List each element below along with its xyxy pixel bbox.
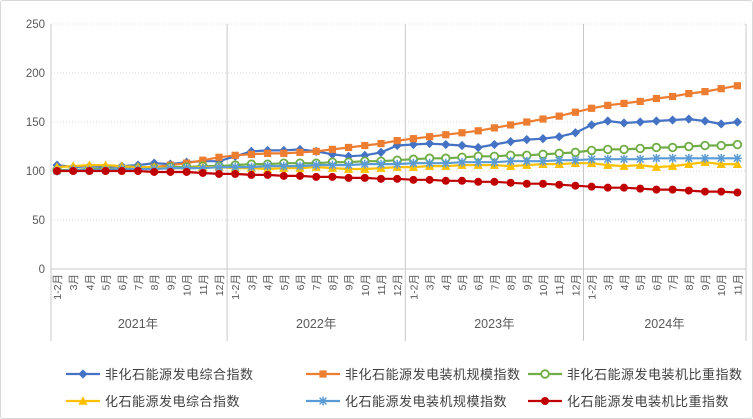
line-asterisk-marker-icon <box>306 395 340 407</box>
svg-text:5月: 5月 <box>279 274 291 290</box>
svg-text:1-2月: 1-2月 <box>408 274 420 300</box>
svg-text:3月: 3月 <box>603 274 615 290</box>
svg-text:200: 200 <box>26 68 45 80</box>
svg-text:5月: 5月 <box>635 274 647 290</box>
svg-text:9月: 9月 <box>165 274 177 290</box>
svg-text:4月: 4月 <box>263 274 275 290</box>
svg-text:7月: 7月 <box>133 274 145 290</box>
svg-text:12月: 12月 <box>570 274 582 296</box>
legend-item-2: 非化石能源发电装机比重指数 <box>528 364 744 383</box>
year-label: 2024年 <box>644 317 684 331</box>
svg-text:12月: 12月 <box>214 274 226 296</box>
svg-text:10月: 10月 <box>360 274 372 296</box>
svg-text:11月: 11月 <box>198 274 210 295</box>
svg-text:7月: 7月 <box>668 274 680 290</box>
line-diamond-marker-icon <box>66 368 100 380</box>
svg-text:8月: 8月 <box>506 274 518 290</box>
svg-text:11月: 11月 <box>376 274 388 295</box>
y-axis-labels: 0 50 100 150 200 250 <box>26 19 45 276</box>
svg-text:8月: 8月 <box>149 274 161 290</box>
series-markers <box>53 167 742 197</box>
svg-text:10月: 10月 <box>182 274 194 296</box>
svg-text:1-2月: 1-2月 <box>587 274 599 300</box>
svg-text:7月: 7月 <box>489 274 501 290</box>
legend-item-0: 非化石能源发电综合指数 <box>66 364 306 383</box>
svg-text:3月: 3月 <box>246 274 258 290</box>
chart-legend: 非化石能源发电综合指数 非化石能源发电装机规模指数 非化石能源发电装机比重指数 … <box>56 360 744 414</box>
svg-text:10月: 10月 <box>538 274 550 296</box>
year-label: 2021年 <box>118 317 158 331</box>
line-open-circle-marker-icon <box>528 368 562 380</box>
svg-text:1-2月: 1-2月 <box>230 274 242 300</box>
svg-text:150: 150 <box>26 117 45 129</box>
year-label: 2023年 <box>474 317 514 331</box>
legend-label: 非化石能源发电综合指数 <box>105 367 254 382</box>
svg-text:6月: 6月 <box>295 274 307 290</box>
svg-text:12月: 12月 <box>392 274 404 296</box>
legend-item-3: 化石能源发电综合指数 <box>66 391 306 410</box>
svg-text:6月: 6月 <box>117 274 129 290</box>
svg-text:10月: 10月 <box>716 274 728 296</box>
svg-text:7月: 7月 <box>311 274 323 290</box>
svg-text:4月: 4月 <box>84 274 96 290</box>
legend-item-1: 非化石能源发电装机规模指数 <box>306 364 528 383</box>
svg-text:8月: 8月 <box>327 274 339 290</box>
svg-text:8月: 8月 <box>684 274 696 290</box>
series-5 <box>53 167 742 197</box>
svg-text:9月: 9月 <box>344 274 356 290</box>
svg-text:11月: 11月 <box>732 274 744 295</box>
svg-text:3月: 3月 <box>425 274 437 290</box>
line-square-marker-icon <box>306 368 340 380</box>
svg-text:250: 250 <box>26 19 45 31</box>
legend-label: 非化石能源发电装机规模指数 <box>345 367 521 382</box>
svg-text:5月: 5月 <box>101 274 113 290</box>
svg-text:0: 0 <box>39 264 45 276</box>
svg-text:1-2月: 1-2月 <box>52 274 64 300</box>
line-triangle-marker-icon <box>66 395 100 407</box>
legend-label: 化石能源发电装机规模指数 <box>345 394 508 409</box>
line-circle-marker-icon <box>528 395 562 407</box>
svg-text:9月: 9月 <box>522 274 534 290</box>
svg-text:3月: 3月 <box>68 274 80 290</box>
svg-text:5月: 5月 <box>457 274 469 290</box>
svg-text:6月: 6月 <box>651 274 663 290</box>
legend-label: 非化石能源发电装机比重指数 <box>567 367 743 382</box>
legend-label: 化石能源发电综合指数 <box>105 394 241 409</box>
svg-text:11月: 11月 <box>554 274 566 295</box>
svg-text:100: 100 <box>26 166 45 178</box>
svg-text:4月: 4月 <box>619 274 631 290</box>
svg-text:9月: 9月 <box>700 274 712 290</box>
legend-item-4: 化石能源发电装机规模指数 <box>306 391 528 410</box>
legend-label: 化石能源发电装机比重指数 <box>567 394 730 409</box>
svg-text:4月: 4月 <box>441 274 453 290</box>
svg-text:6月: 6月 <box>473 274 485 290</box>
svg-text:50: 50 <box>32 215 45 227</box>
axis-lines <box>50 24 747 341</box>
year-label: 2022年 <box>296 317 336 331</box>
legend-item-5: 化石能源发电装机比重指数 <box>528 391 744 410</box>
